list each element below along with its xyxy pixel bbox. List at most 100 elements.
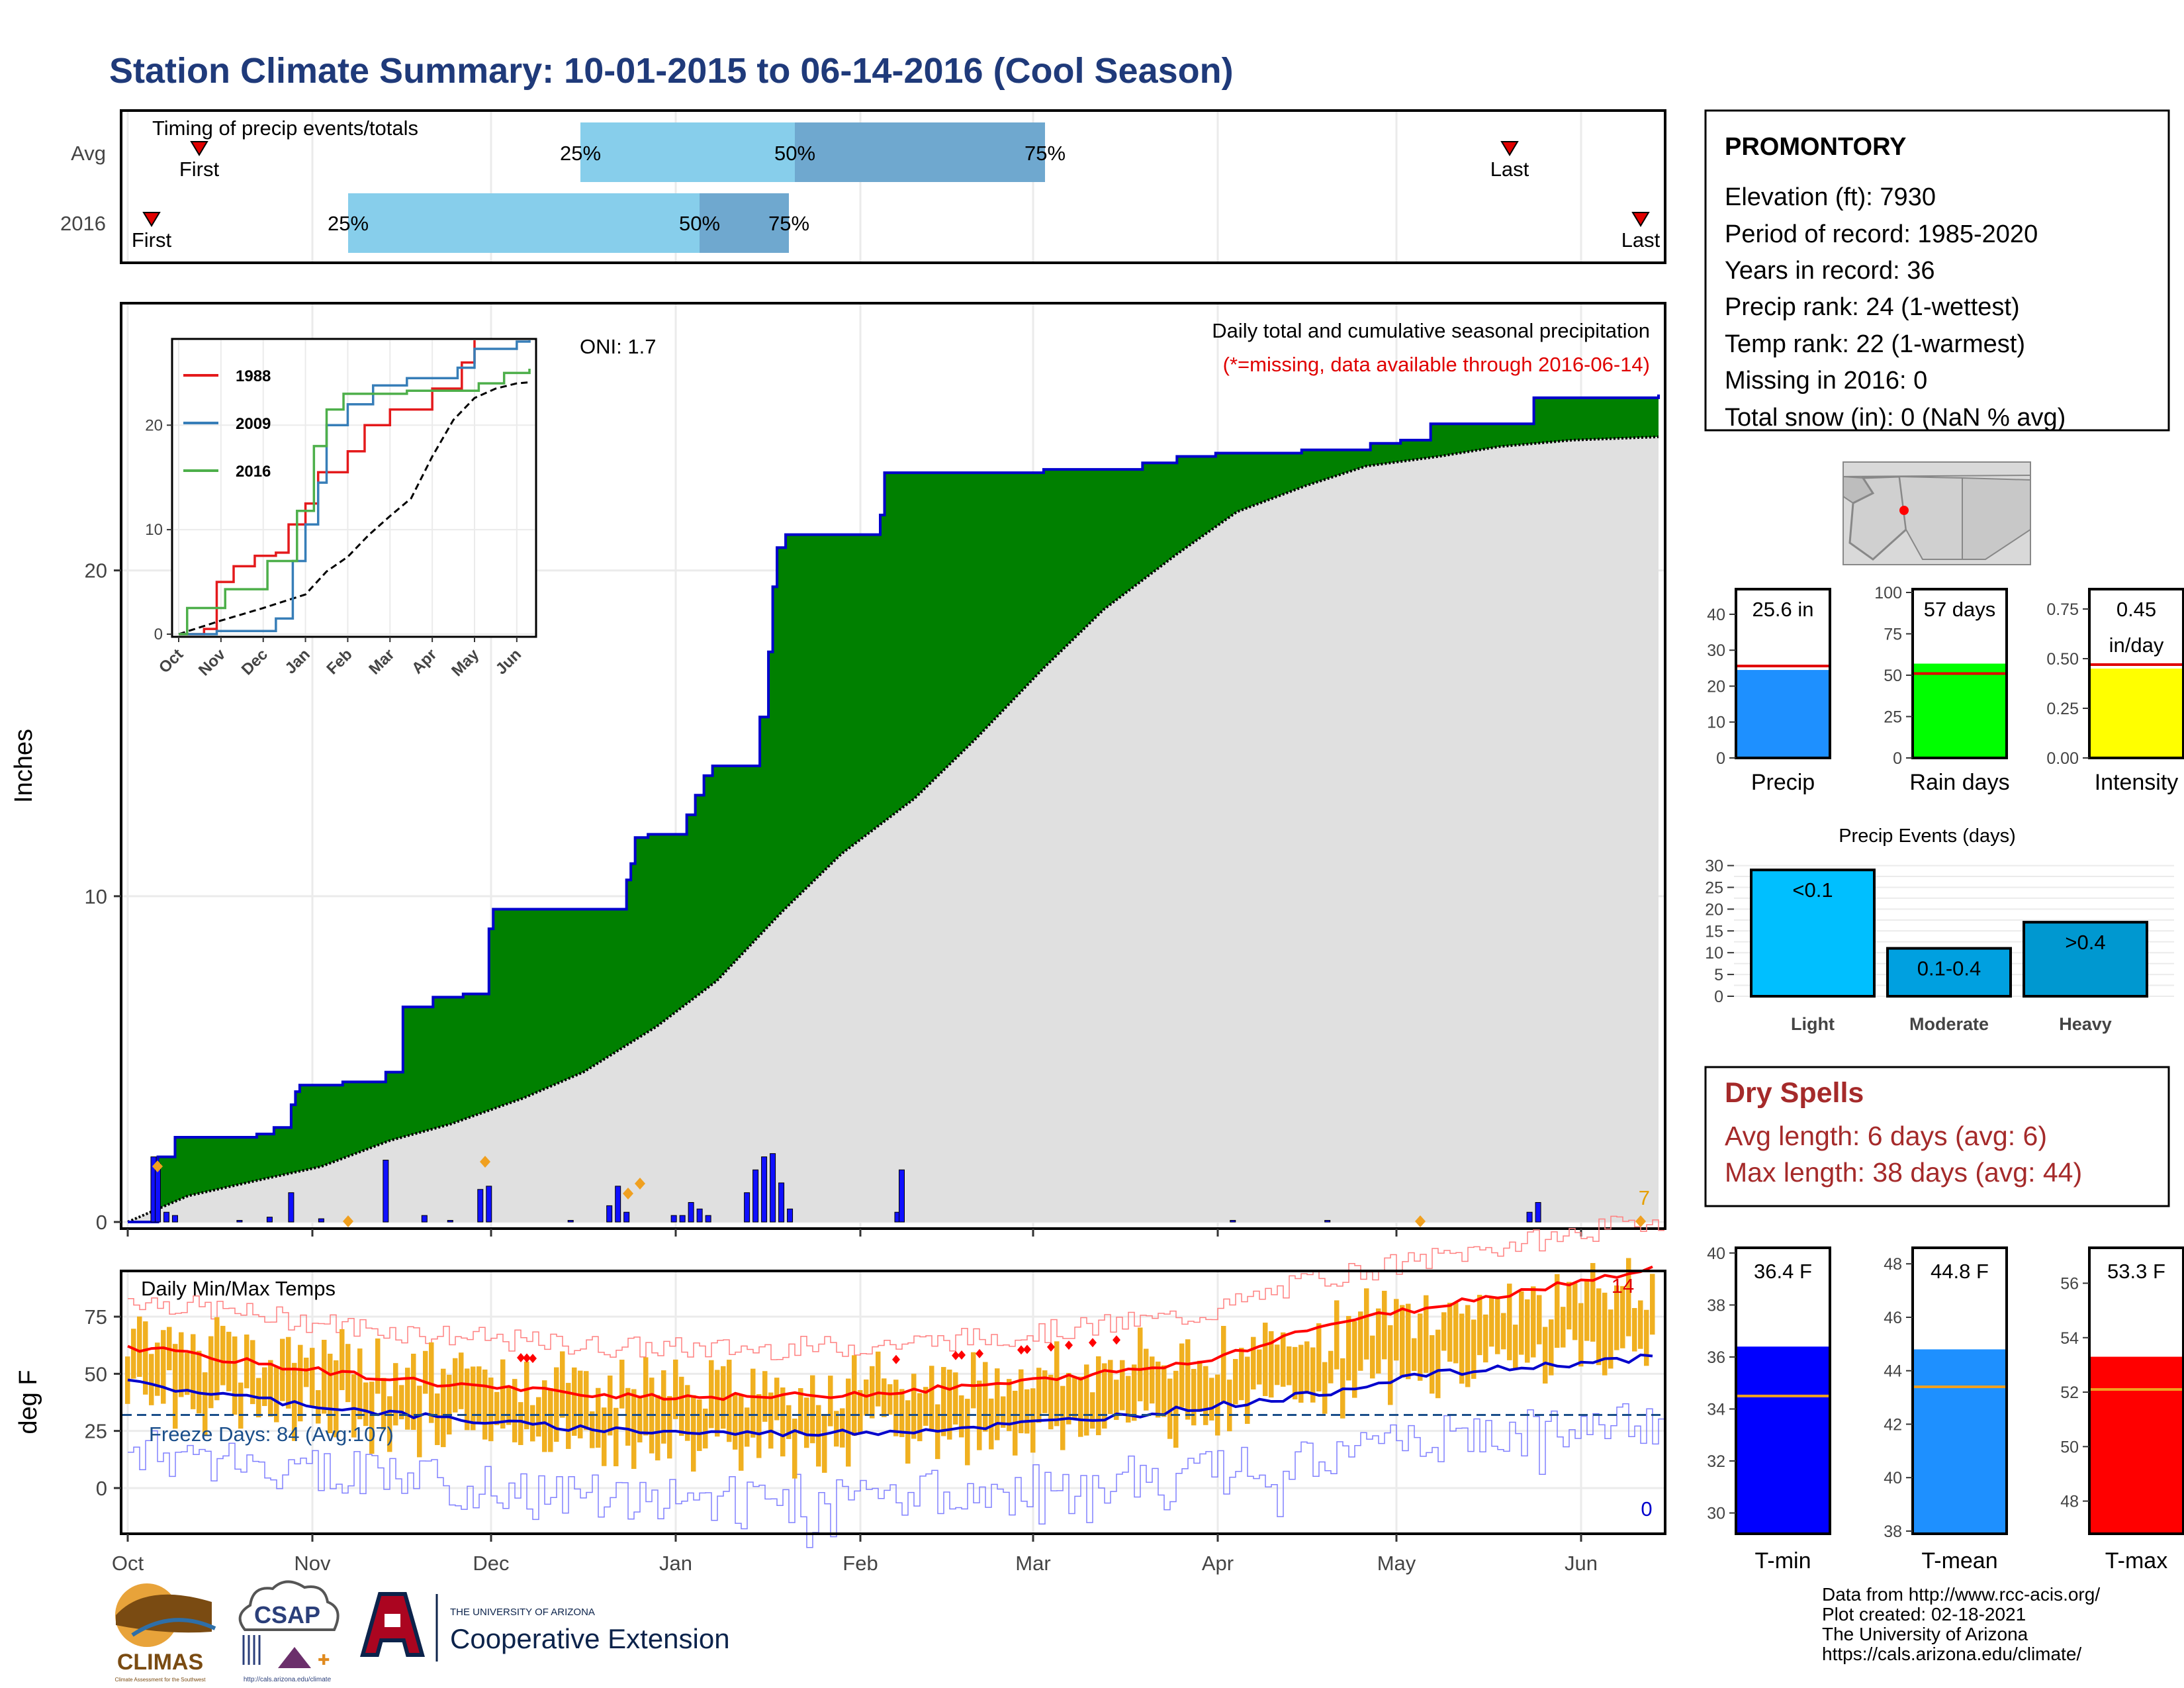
daily-temp-bar [667,1395,672,1459]
daily-temp-bar [143,1321,148,1395]
daily-temp-bar [459,1352,464,1409]
credit-data: Data from http://www.rcc-acis.org/ [1822,1584,2100,1605]
daily-temp-bar [1078,1376,1083,1437]
daily-temp-bar [1322,1362,1328,1414]
daily-temp-bar [399,1385,404,1420]
daily-temp-bar [1519,1291,1524,1355]
month-tick-label: Dec [473,1552,509,1575]
inset-y-tick-label: 10 [145,521,163,539]
temp-summary-y-tick-label: 46 [1884,1309,1902,1327]
timing-bar-25-50 [348,193,700,253]
daily-temp-bar [1435,1329,1441,1399]
daily-temp-bar [1477,1295,1482,1356]
timing-bar-25-50 [580,122,795,182]
temp-summary-y-tick-label: 38 [1884,1523,1902,1541]
daily-temp-bar [554,1367,559,1442]
daily-temp-bar [423,1350,428,1394]
temp-y-label: deg F [15,1370,42,1434]
dry-spells-box: Dry Spells Avg length: 6 days (avg: 6) M… [1704,1066,2170,1207]
summary-bar-y-tick-label: 0 [1893,749,1902,768]
daily-temp-bar [1632,1307,1637,1352]
daily-temp-bar [334,1360,339,1438]
daily-temp-bar [887,1384,893,1415]
temp-summary-y-tick-label: 40 [1884,1469,1902,1487]
ua-logo: THE UNIVERSITY OF ARIZONA Cooperative Ex… [360,1592,730,1662]
missing-day-marker [1635,1215,1646,1227]
daily-temp-bar [780,1387,786,1457]
map-border-north [1843,475,2031,477]
daily-precip-bar [154,1162,161,1223]
temp-summary-fill [1737,1346,1829,1532]
record-high-marker [958,1350,966,1360]
daily-precip-bar [383,1159,389,1223]
climas-logo-river [131,1618,216,1637]
daily-temp-bar [804,1397,809,1448]
missing-day-marker [343,1215,353,1227]
timing-bar-50-75 [700,193,789,253]
summary-bar-value: 25.6 in [1752,598,1813,621]
summary-bar-y-tick-label: 10 [1707,714,1725,732]
daily-temp-bar [810,1375,815,1444]
daily-temp-bar [899,1389,905,1437]
timing-label-first: First [179,158,220,181]
daily-temp-bar [381,1378,387,1430]
daily-temp-bar [578,1370,583,1438]
timing-label-75: 75% [768,212,809,235]
temp-summary-label: T-mean [1921,1548,1997,1573]
daily-temp-bar [494,1391,500,1425]
timing-label-50: 50% [774,142,815,165]
daily-temp-bar [709,1360,714,1429]
record-high-marker [523,1353,531,1363]
daily-temp-bar [1239,1348,1244,1401]
daily-temp-bar [1501,1313,1506,1350]
daily-temp-bar [1156,1361,1161,1418]
daily-temp-bar [471,1366,476,1430]
timing-marker-last-icon [1631,212,1650,227]
freeze-days-label: Freeze Days: 84 (Avg:107) [149,1423,394,1446]
daily-temp-bar [1584,1279,1590,1341]
csap-logo-url: http://cals.arizona.edu/climate [244,1676,332,1683]
daily-temp-bar [1507,1284,1512,1360]
daily-temp-bar [1179,1343,1185,1408]
daily-temp-bar [673,1359,678,1419]
daily-temp-bar [542,1380,547,1452]
temp-y-tick-label: 0 [96,1477,107,1500]
daily-temp-bar [1531,1286,1536,1358]
daily-temp-bar [1185,1339,1191,1420]
daily-temp-bar [1650,1274,1655,1335]
daily-temp-bar [1412,1338,1417,1371]
daily-temp-bar [1644,1309,1649,1366]
daily-temp-bar [1549,1319,1554,1376]
daily-temp-bar [828,1376,833,1427]
daily-temp-bar [1638,1300,1643,1349]
daily-temp-bar [661,1370,666,1444]
timing-marker-first-icon [142,212,161,227]
daily-temp-bar [1418,1313,1423,1381]
daily-precip-bar [679,1215,686,1223]
events-y-tick-label: 15 [1705,922,1723,941]
dry-spells-avg: Avg length: 6 days (avg: 6) [1725,1121,2047,1151]
daily-precip-bar [421,1215,428,1223]
summary-bar-value-unit: in/day [2109,633,2164,657]
missing-day-marker [480,1156,490,1168]
daily-temp-bar [328,1354,333,1434]
daily-temp-bar [1376,1308,1381,1374]
daily-precip-bar [1535,1201,1541,1223]
timing-marker-first-icon [190,141,208,156]
daily-temp-bar [947,1369,952,1440]
ua-big-text: Cooperative Extension [450,1623,730,1654]
temp-summary-y-tick-label: 52 [2060,1383,2079,1402]
temp-summary-y-tick-label: 48 [1884,1255,1902,1274]
temp-summary-label: T-min [1755,1548,1811,1573]
events-title: Precip Events (days) [1839,825,2016,847]
daily-temp-bar [1471,1319,1477,1379]
events-category-label: Moderate [1909,1014,1989,1034]
station-temp-rank: Temp rank: 22 (1-warmest) [1725,330,2025,358]
inset-average-line [178,381,530,635]
daily-temp-bar [1269,1331,1274,1398]
daily-temp-bar [1150,1356,1155,1404]
temp-summary-fill [2091,1356,2182,1532]
events-category-label: Light [1791,1014,1835,1034]
daily-precip-bar [236,1220,243,1223]
daily-precip-bar [615,1186,621,1223]
